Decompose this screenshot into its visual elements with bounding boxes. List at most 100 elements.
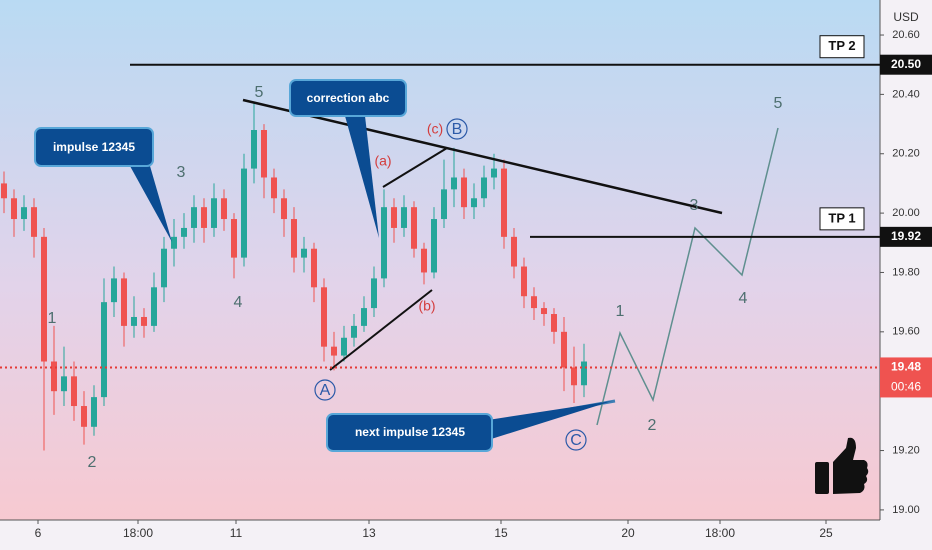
wave-circle — [565, 429, 587, 451]
candle-body — [231, 219, 237, 258]
level-name-box — [819, 207, 865, 231]
level-name: TP 2 — [828, 38, 855, 53]
candle-body — [351, 325, 357, 338]
candle-body — [361, 308, 367, 326]
wave-label: 4 — [234, 294, 243, 311]
wave-label: 2 — [648, 417, 657, 434]
candle-body — [551, 314, 557, 332]
y-tick-label: 20.20 — [892, 148, 920, 160]
candle-body — [581, 361, 587, 386]
callout-text: correction abc — [307, 91, 390, 105]
candle-body — [441, 189, 447, 220]
wave-label: (a) — [374, 153, 391, 169]
x-tick-label: 6 — [35, 526, 42, 540]
y-tick-label: 19.00 — [892, 504, 920, 516]
trendline — [329, 289, 433, 371]
wave-label: 3 — [690, 197, 699, 214]
candle-body — [71, 376, 77, 407]
candle-body — [491, 168, 497, 178]
x-tick-label: 20 — [621, 526, 635, 540]
candle-body — [211, 198, 217, 228]
wave-label: A — [320, 382, 331, 399]
candle-body — [81, 406, 87, 427]
plot — [1, 103, 587, 451]
candle-body — [311, 248, 317, 288]
level-badge-text: 20.50 — [891, 57, 921, 71]
candle-body — [421, 248, 427, 273]
candle-body — [461, 177, 467, 208]
candle-body — [131, 316, 137, 326]
candle-body — [111, 278, 117, 303]
wave-label: 1 — [616, 303, 625, 320]
x-tick-label: 13 — [362, 526, 376, 540]
x-tick-label: 25 — [819, 526, 833, 540]
candle-body — [161, 248, 167, 288]
candle-body — [511, 236, 517, 267]
level-badge — [880, 226, 932, 247]
candle-body — [61, 376, 67, 392]
candle-body — [401, 207, 407, 228]
candle-body — [321, 287, 327, 347]
callout-box — [34, 127, 154, 167]
wave-label: (b) — [418, 298, 435, 314]
candle-body — [51, 361, 57, 392]
candle-body — [341, 337, 347, 356]
candle-body — [191, 207, 197, 228]
level-name: TP 1 — [828, 210, 855, 225]
currency-label: USD — [893, 10, 919, 24]
wave-label: 3 — [177, 164, 186, 181]
candle-body — [41, 236, 47, 362]
wave-label: C — [570, 432, 582, 449]
y-tick-label: 20.60 — [892, 29, 920, 41]
x-tick-label: 18:00 — [123, 526, 153, 540]
y-tick-label: 19.60 — [892, 326, 920, 338]
x-tick-label: 18:00 — [705, 526, 735, 540]
countdown-text: 00:46 — [891, 380, 921, 394]
candle-body — [241, 168, 247, 258]
candle-body — [381, 207, 387, 279]
candle-body — [281, 198, 287, 220]
trendline — [242, 98, 723, 215]
candle-body — [561, 331, 567, 368]
candle-body — [531, 296, 537, 309]
candle-body — [11, 198, 17, 220]
time-axis-panel — [0, 520, 880, 550]
candle-body — [571, 367, 577, 386]
candle-body — [391, 207, 397, 228]
wave-label: 4 — [739, 290, 748, 307]
wave-circle — [446, 118, 468, 140]
candle-body — [151, 287, 157, 326]
last-price-text: 19.48 — [891, 360, 921, 374]
callout-text: impulse 12345 — [53, 140, 135, 154]
candle-body — [371, 278, 377, 309]
price-axis-panel — [880, 0, 932, 550]
candle-body — [431, 219, 437, 273]
callout-text: next impulse 12345 — [355, 425, 465, 439]
candle-body — [1, 183, 7, 199]
callout-box — [289, 79, 407, 117]
candle-body — [471, 198, 477, 208]
wave-label: 1 — [48, 310, 57, 327]
callout-box — [326, 413, 493, 452]
candle-body — [331, 346, 337, 356]
x-tick-label: 15 — [494, 526, 508, 540]
y-tick-label: 19.20 — [892, 444, 920, 456]
candle-body — [221, 198, 227, 220]
candle-body — [91, 397, 97, 427]
y-tick-label: 19.80 — [892, 266, 920, 278]
callout-pointer — [488, 401, 612, 440]
candle-body — [141, 316, 147, 326]
wave-label: (c) — [427, 121, 443, 137]
x-tick-label: 11 — [230, 526, 243, 540]
candle-body — [271, 177, 277, 199]
candle-body — [501, 168, 507, 237]
level-badge-text: 19.92 — [891, 229, 921, 243]
candle-body — [101, 302, 107, 398]
wave-label: 2 — [88, 454, 97, 471]
candle-body — [451, 177, 457, 190]
wave-circle — [314, 379, 336, 401]
y-tick-label: 20.40 — [892, 88, 920, 100]
level-name-box — [819, 35, 865, 59]
candle-body — [411, 207, 417, 249]
